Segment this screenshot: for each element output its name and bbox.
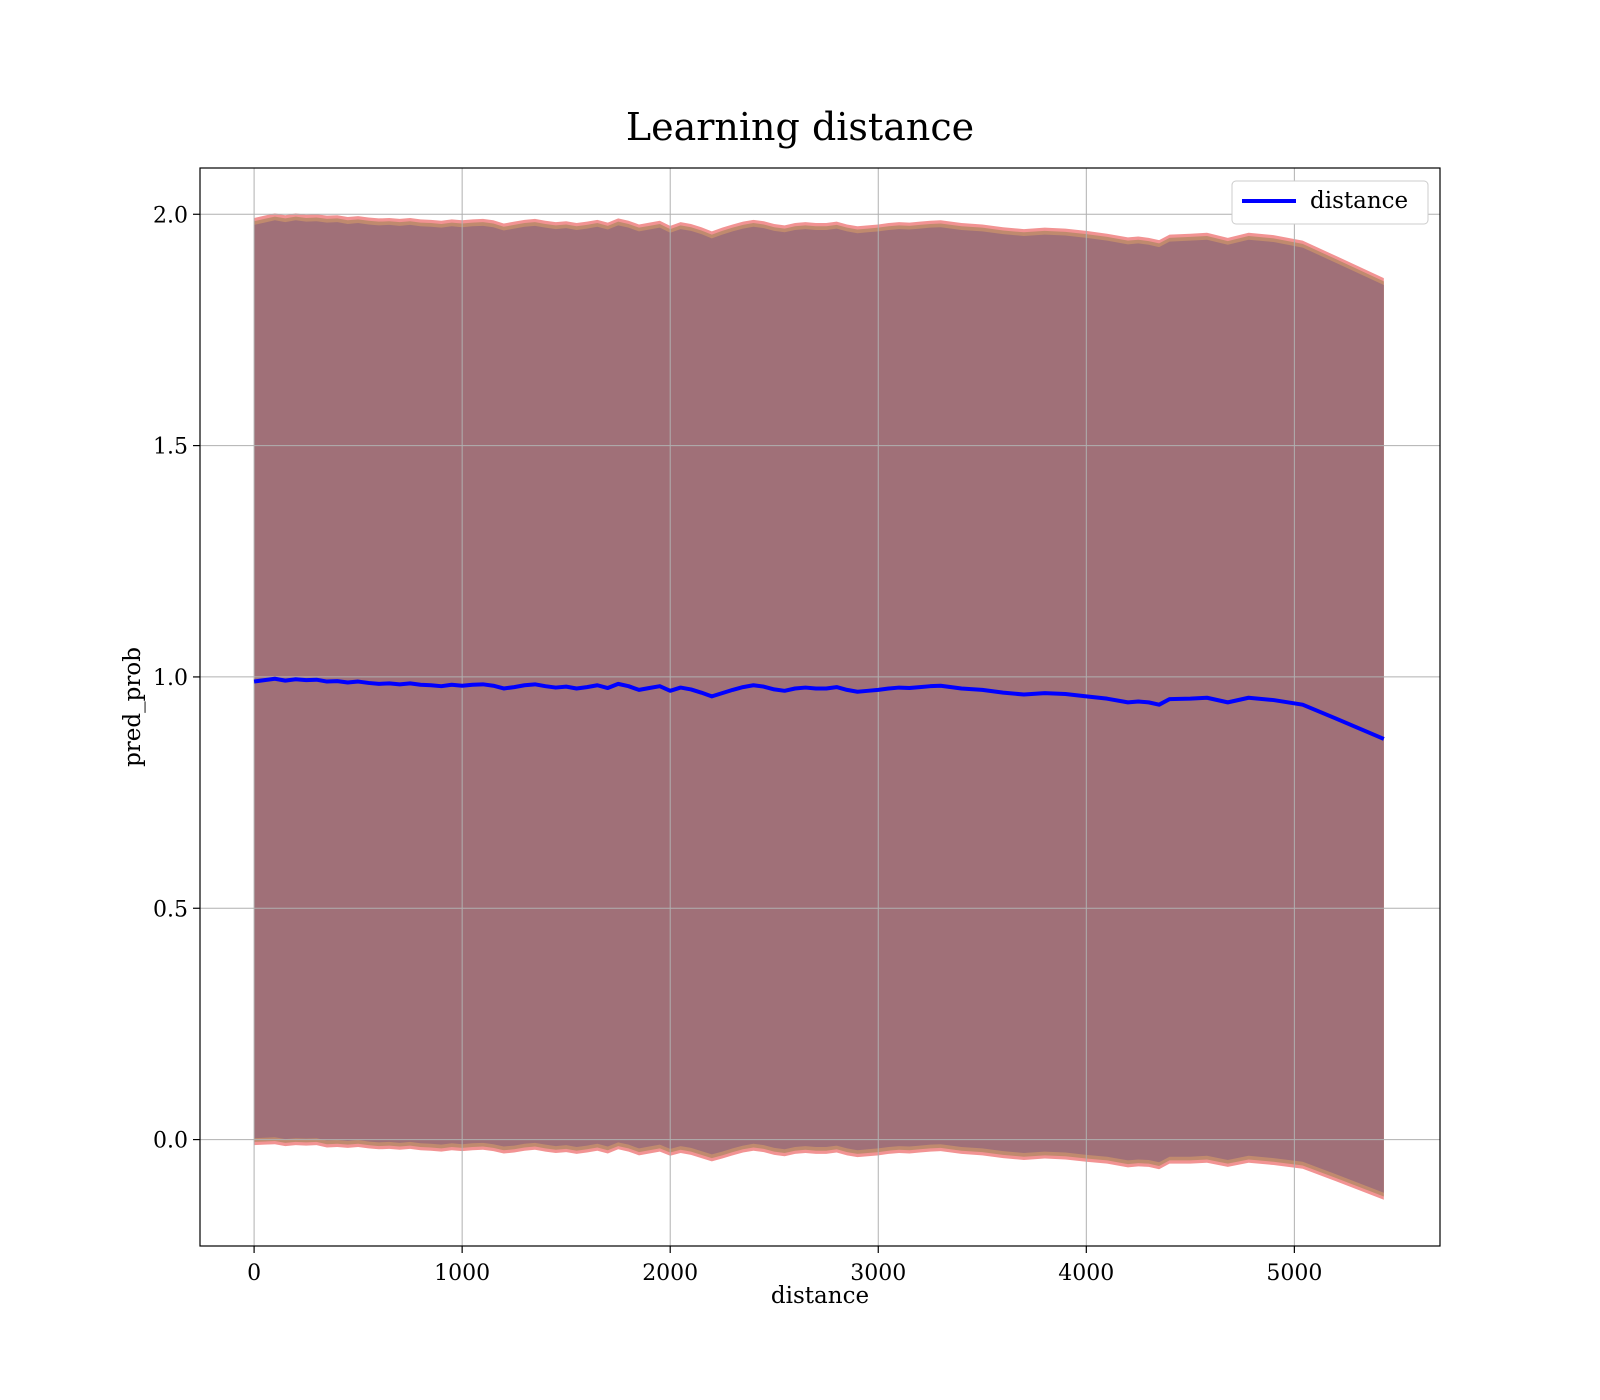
plot-frame (199, 167, 1441, 1247)
y-axis-label: pred_prob (120, 647, 146, 767)
y-tick-label: 2.0 (153, 203, 188, 228)
y-tick-label: 0.0 (153, 1129, 188, 1154)
x-tick-label: 0 (247, 1261, 261, 1286)
y-tick-label: 1.0 (153, 666, 188, 691)
grid-lines (200, 168, 1440, 1246)
confidence-bands (254, 213, 1384, 1200)
y-tick-label: 0.5 (153, 897, 188, 922)
x-tick-label: 5000 (1266, 1261, 1322, 1286)
x-tick-label: 1000 (434, 1261, 490, 1286)
band-inner (254, 220, 1384, 1193)
x-tick-label: 2000 (642, 1261, 698, 1286)
chart-title: Learning distance (626, 105, 974, 149)
x-axis-ticks: 0 1000 2000 3000 4000 5000 (247, 1246, 1322, 1286)
legend-box (1231, 180, 1429, 225)
legend-label-distance: distance (1310, 188, 1408, 214)
legend: distance (1231, 180, 1429, 225)
x-tick-label: 4000 (1058, 1261, 1114, 1286)
x-axis-label: distance (771, 1283, 869, 1309)
plot-area (199, 167, 1441, 1247)
series-line-distance (253, 676, 1385, 741)
x-tick-label: 3000 (850, 1261, 906, 1286)
y-tick-label: 1.5 (153, 435, 188, 460)
y-axis-ticks: 0.0 0.5 1.0 1.5 2.0 (153, 203, 200, 1154)
series-layer (253, 676, 1385, 741)
